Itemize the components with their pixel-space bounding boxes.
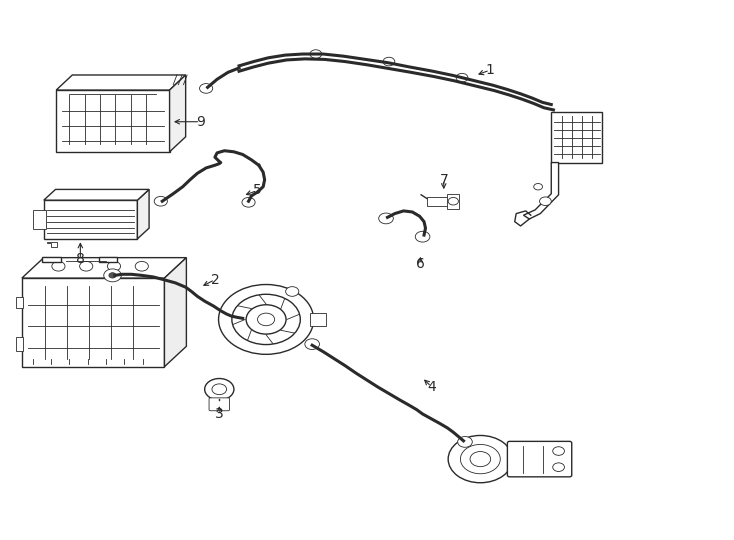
Circle shape — [310, 50, 321, 58]
Circle shape — [154, 197, 167, 206]
Circle shape — [553, 447, 564, 455]
Circle shape — [448, 198, 459, 205]
Bar — [22, 278, 164, 367]
Circle shape — [415, 231, 430, 242]
Text: 5: 5 — [253, 184, 262, 198]
Bar — [310, 313, 326, 326]
Circle shape — [219, 285, 313, 354]
Polygon shape — [22, 258, 186, 278]
Circle shape — [107, 261, 120, 271]
Circle shape — [212, 384, 227, 395]
Circle shape — [457, 73, 468, 82]
Circle shape — [258, 313, 275, 326]
Polygon shape — [44, 190, 149, 200]
Text: 6: 6 — [416, 256, 425, 271]
Bar — [448, 194, 459, 209]
Bar — [43, 256, 61, 262]
Text: 1: 1 — [485, 63, 494, 77]
Bar — [16, 297, 23, 308]
Polygon shape — [48, 241, 57, 247]
Polygon shape — [523, 163, 559, 219]
Circle shape — [460, 444, 501, 474]
Circle shape — [553, 463, 564, 471]
Circle shape — [305, 339, 319, 349]
Text: 4: 4 — [427, 380, 436, 394]
Circle shape — [232, 294, 300, 345]
Circle shape — [448, 435, 512, 483]
Bar — [33, 211, 46, 229]
Circle shape — [470, 451, 490, 467]
Circle shape — [539, 197, 551, 206]
Bar — [551, 112, 603, 163]
Circle shape — [200, 84, 213, 93]
Polygon shape — [164, 258, 186, 367]
Bar — [427, 197, 458, 206]
Circle shape — [205, 379, 234, 400]
Circle shape — [79, 261, 92, 271]
Text: 9: 9 — [196, 114, 205, 129]
Circle shape — [103, 269, 121, 282]
Polygon shape — [170, 75, 186, 152]
Circle shape — [383, 57, 395, 66]
Circle shape — [242, 198, 255, 207]
Bar — [44, 200, 137, 239]
Text: 3: 3 — [215, 407, 224, 421]
Circle shape — [52, 261, 65, 271]
Circle shape — [458, 436, 472, 447]
Polygon shape — [57, 75, 186, 90]
Text: 8: 8 — [76, 252, 85, 266]
Circle shape — [246, 305, 286, 334]
Bar — [57, 90, 170, 152]
FancyBboxPatch shape — [209, 398, 230, 411]
Circle shape — [109, 273, 116, 278]
Bar — [98, 256, 117, 262]
Polygon shape — [137, 190, 149, 239]
Circle shape — [534, 184, 542, 190]
Bar — [16, 337, 23, 350]
FancyBboxPatch shape — [507, 441, 572, 477]
Circle shape — [286, 287, 299, 296]
Circle shape — [379, 213, 393, 224]
Circle shape — [135, 261, 148, 271]
Text: 2: 2 — [211, 273, 219, 287]
Text: 7: 7 — [440, 173, 448, 187]
